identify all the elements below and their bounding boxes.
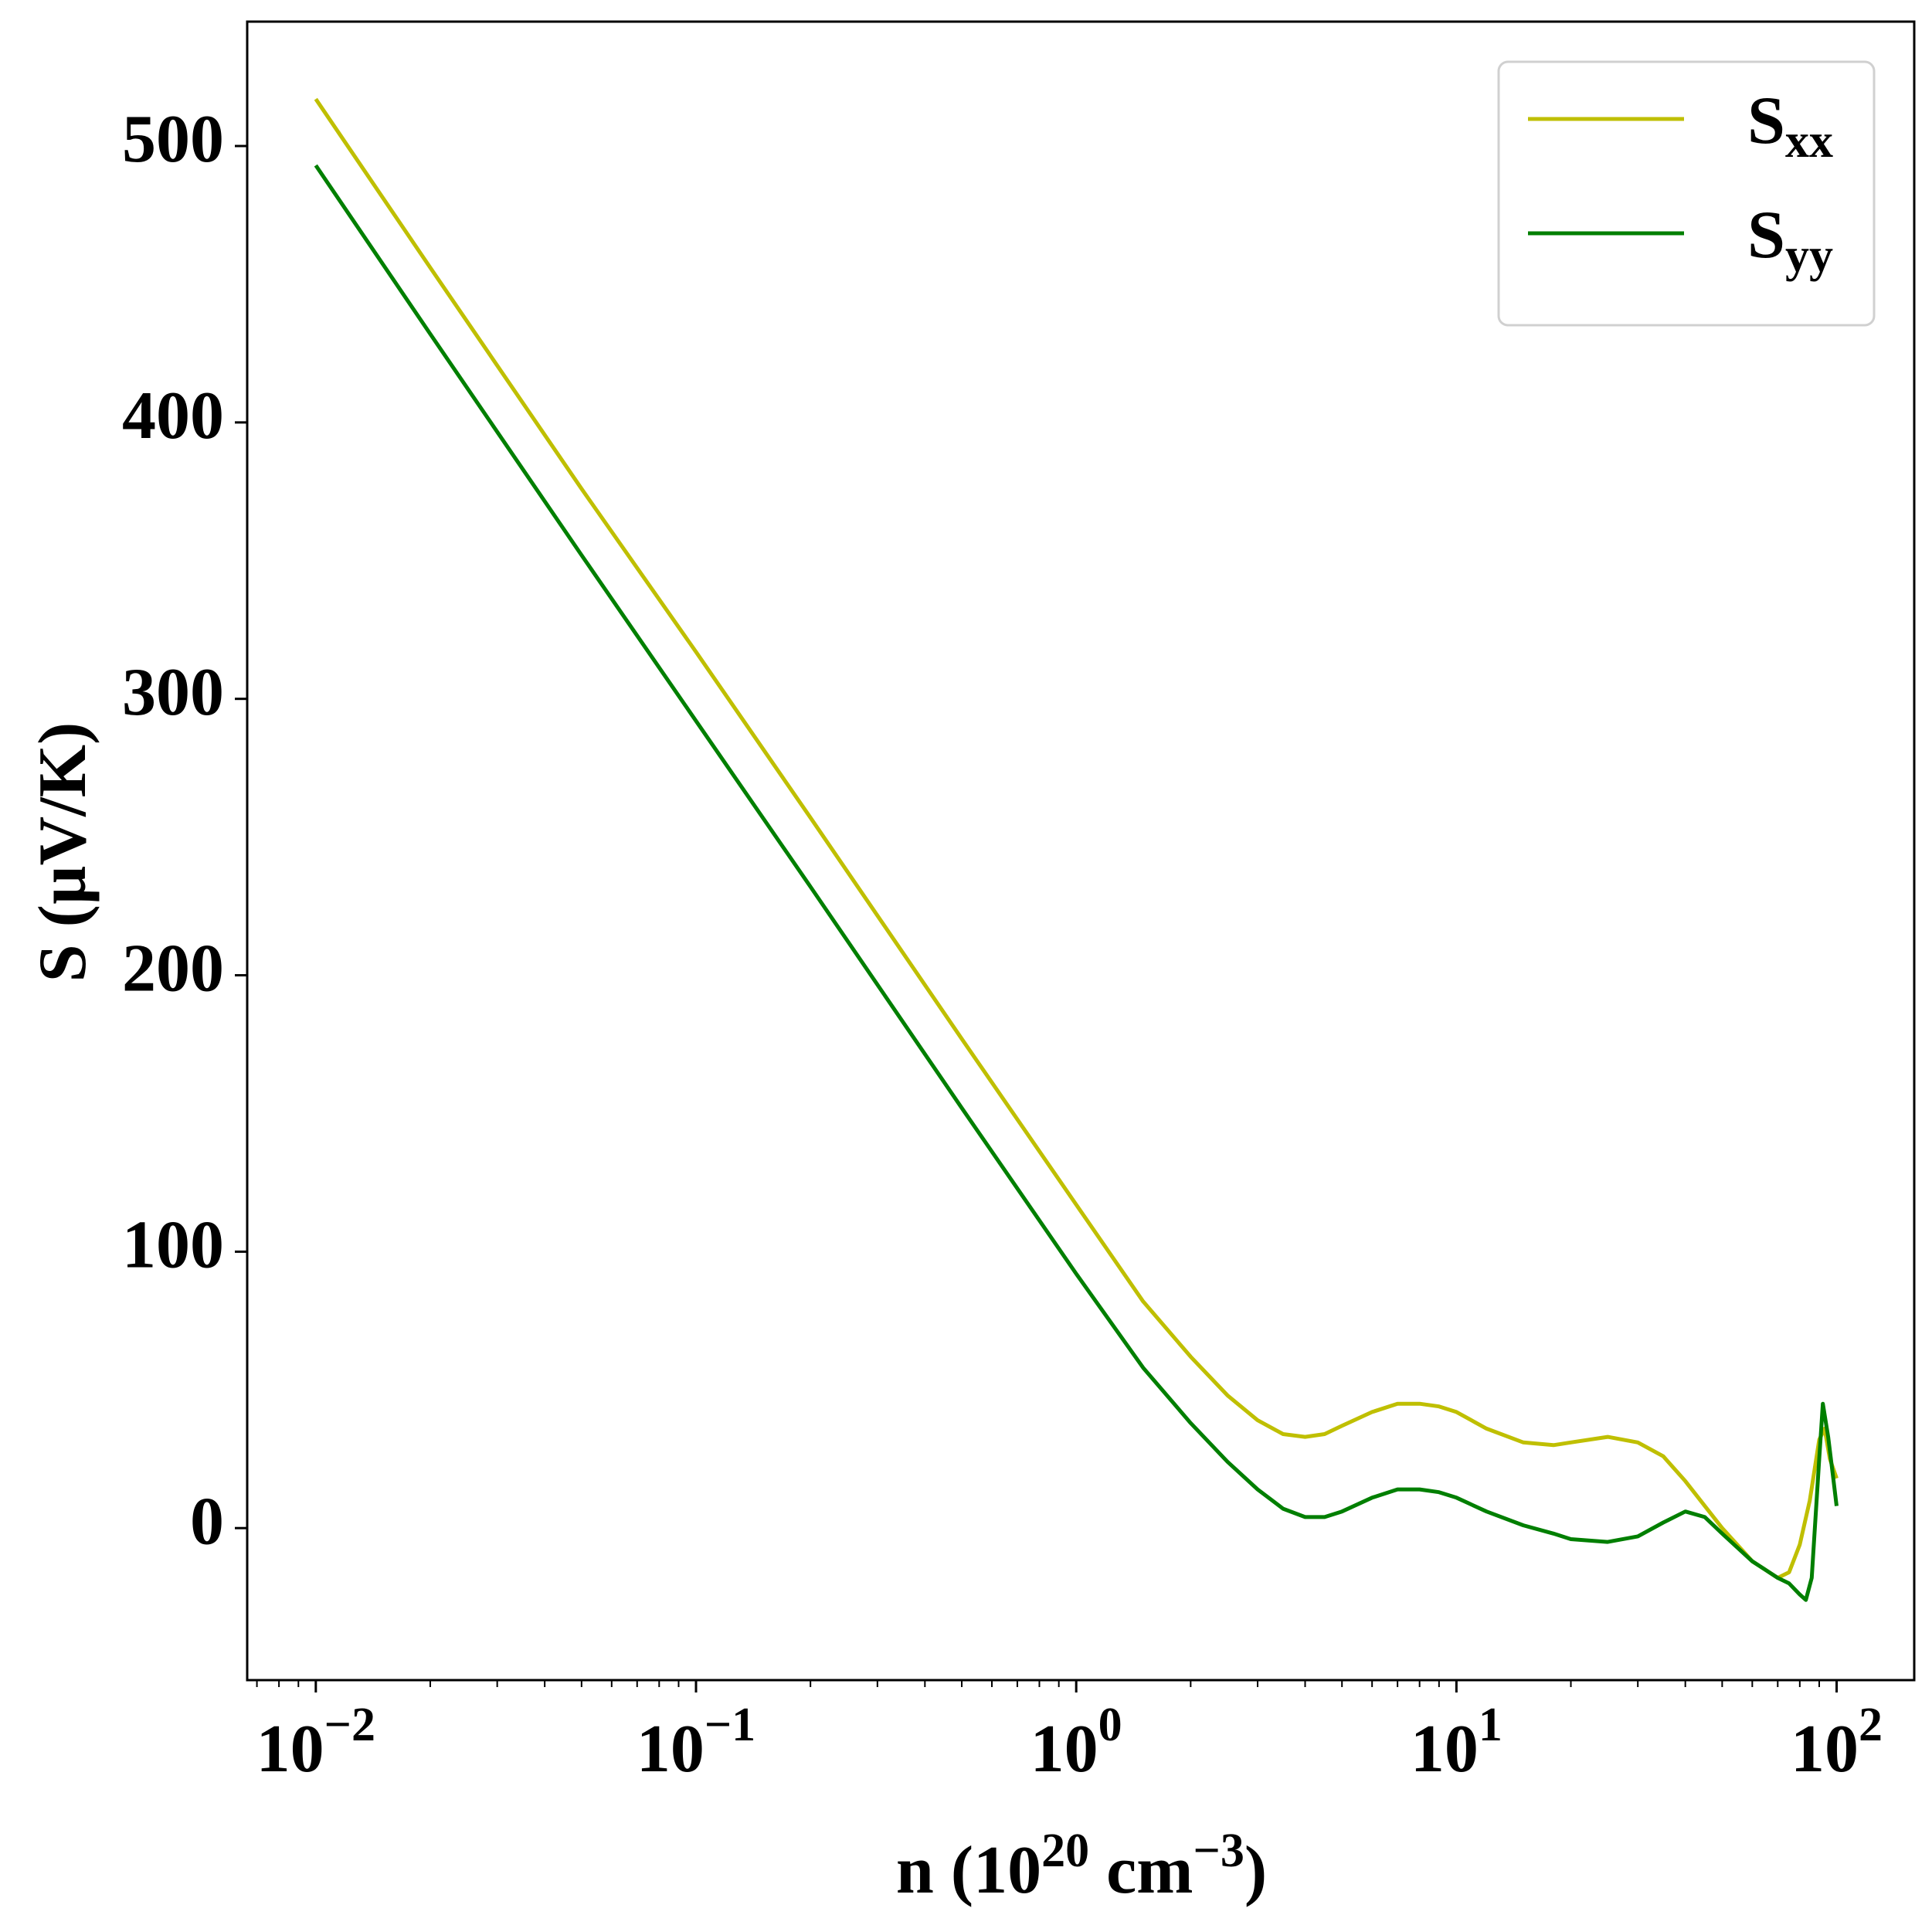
legend-label-syy: Syy bbox=[1747, 198, 1833, 282]
legend-box bbox=[1497, 60, 1876, 327]
x-tick-label: 101 bbox=[1411, 1699, 1502, 1787]
series-line-sxx bbox=[314, 97, 1839, 1580]
x-tick-label: 10−2 bbox=[256, 1699, 375, 1787]
x-axis-label-sup1: 20 bbox=[1041, 1825, 1089, 1877]
x-axis-label-end: ) bbox=[1244, 1833, 1267, 1908]
series-layer bbox=[314, 97, 1839, 1602]
x-axis-label-mid: cm bbox=[1089, 1833, 1193, 1908]
x-tick-label: 102 bbox=[1791, 1699, 1883, 1787]
x-axis-label: n (1020 cm−3) bbox=[896, 1825, 1267, 1908]
plot-frame bbox=[246, 20, 1916, 1682]
y-axis-ticks: 0 100 200 300 400 500 bbox=[122, 102, 247, 1559]
legend: Sxx Syy bbox=[1497, 60, 1876, 327]
y-axis-label: S (µV/K) bbox=[25, 722, 100, 983]
x-tick-label: 10−1 bbox=[637, 1699, 755, 1787]
legend-label-sxx: Sxx bbox=[1747, 83, 1833, 168]
series-line-syy bbox=[314, 164, 1839, 1602]
x-axis-label-sup2: −3 bbox=[1193, 1825, 1244, 1877]
y-tick-label: 200 bbox=[122, 932, 224, 1007]
y-tick-label: 0 bbox=[190, 1484, 224, 1559]
x-axis-label-base: n (10 bbox=[896, 1833, 1041, 1908]
y-tick-label: 100 bbox=[122, 1208, 224, 1283]
x-axis-ticks: 10−2 10−1 100 101 102 bbox=[256, 1680, 1883, 1787]
y-tick-label: 300 bbox=[122, 655, 224, 730]
y-tick-label: 500 bbox=[122, 102, 224, 177]
x-tick-label: 100 bbox=[1031, 1699, 1122, 1787]
y-tick-label: 400 bbox=[122, 379, 224, 453]
